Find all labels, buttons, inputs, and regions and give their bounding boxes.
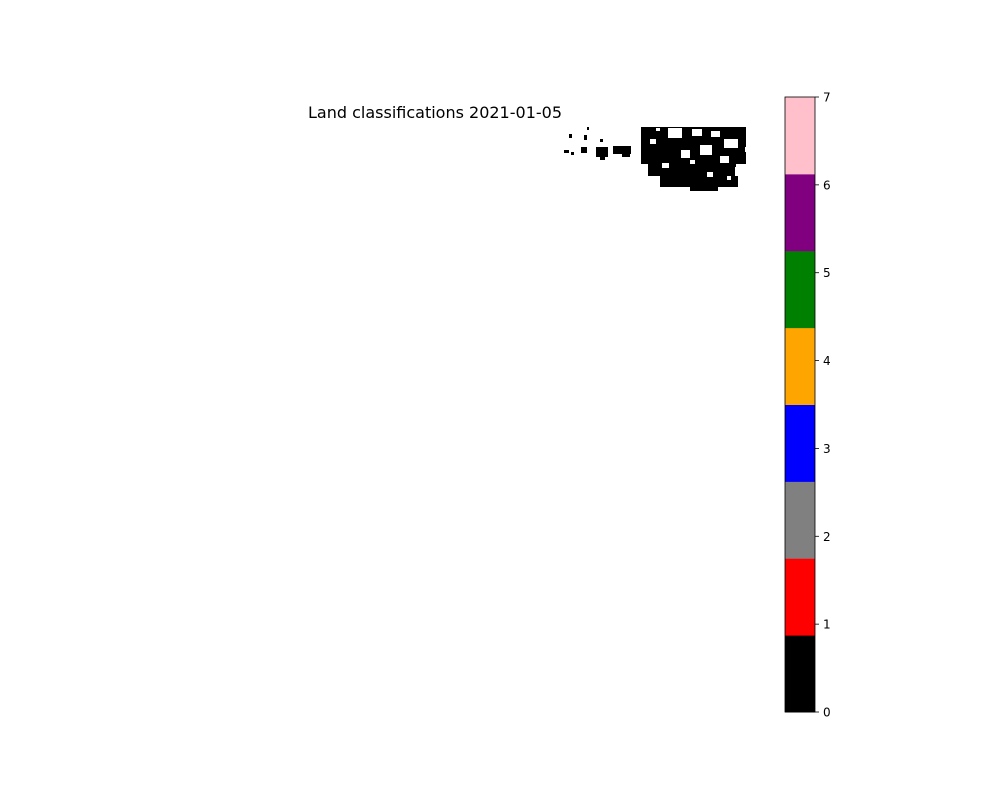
colorbar: 0 1 2 3 4 5 6 7 xyxy=(784,91,831,720)
colorbar-tick-label: 3 xyxy=(823,442,831,456)
colorbar-segment-0 xyxy=(785,635,815,713)
colorbar-segment-2 xyxy=(785,481,815,559)
class-0-patch xyxy=(564,150,569,153)
colorbar-frame xyxy=(784,96,816,713)
nodata-gap xyxy=(656,128,660,131)
class-0-patch xyxy=(600,156,605,160)
nodata-gap xyxy=(662,163,669,168)
nodata-gap xyxy=(700,145,712,155)
colorbar-segment-6 xyxy=(785,173,815,252)
colorbar-tick-label: 2 xyxy=(823,530,831,544)
nodata-gap xyxy=(735,167,746,176)
colorbar-tick-label: 0 xyxy=(823,706,831,720)
colorbar-tick-label: 6 xyxy=(823,178,831,192)
colorbar-tick-label: 4 xyxy=(823,354,831,368)
colorbar-tick-label: 7 xyxy=(823,91,831,105)
colorbar-segment-7 xyxy=(785,97,815,175)
colorbar-segment-3 xyxy=(785,404,815,482)
class-0-patch xyxy=(584,135,587,140)
class-0-patch xyxy=(690,183,718,191)
nodata-gap xyxy=(720,156,729,163)
nodata-gap xyxy=(711,131,720,137)
class-0-patch xyxy=(571,152,574,155)
class-0-patch xyxy=(569,134,572,138)
class-0-patch xyxy=(622,151,630,157)
chart-title: Land classifications 2021-01-05 xyxy=(308,103,562,122)
nodata-gap xyxy=(724,139,738,148)
colorbar-tick-label: 1 xyxy=(823,618,831,632)
class-0-patch xyxy=(600,139,603,142)
class-0-patch xyxy=(613,146,631,154)
nodata-gap xyxy=(681,150,690,158)
colorbar-segment-1 xyxy=(785,558,815,636)
class-0-patch xyxy=(587,127,589,130)
nodata-gap xyxy=(745,147,748,152)
colorbar-segment-4 xyxy=(785,327,815,405)
classification-map xyxy=(564,127,748,191)
class-0-patch xyxy=(604,152,608,156)
nodata-gap xyxy=(668,128,682,138)
colorbar-segment-5 xyxy=(785,250,815,329)
class-0-patch xyxy=(581,147,587,153)
colorbar-tick-label: 5 xyxy=(823,266,831,280)
nodata-gap xyxy=(692,129,702,136)
nodata-gap xyxy=(707,172,713,177)
class-0-patch xyxy=(596,147,608,157)
nodata-gap xyxy=(690,160,695,164)
nodata-gap xyxy=(727,176,731,180)
class-0-patch xyxy=(660,170,738,187)
nodata-gap xyxy=(650,139,656,144)
